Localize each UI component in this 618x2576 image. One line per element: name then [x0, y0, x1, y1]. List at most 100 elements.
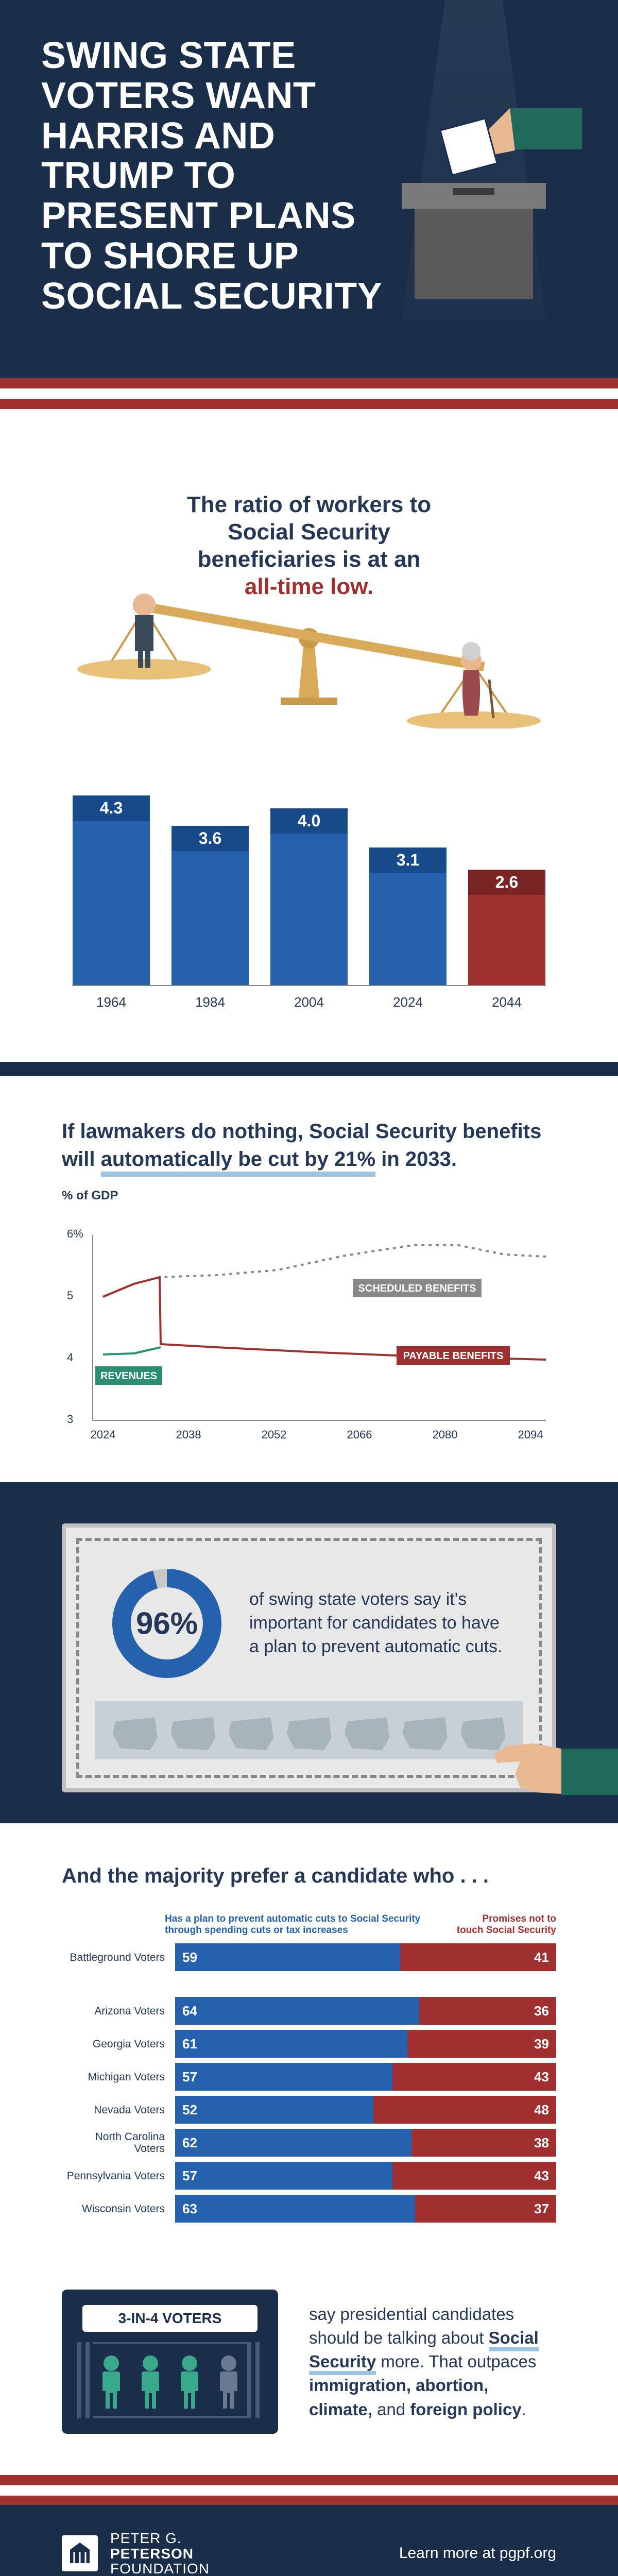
logo-icon: [62, 2535, 98, 2571]
logo-line3: FOUNDATION: [110, 2561, 210, 2576]
state-silhouette-icon: [400, 1713, 450, 1754]
three-in-four-badge: 3-IN-4 VOTERS: [62, 2290, 278, 2434]
bar-group: 3.1: [369, 848, 447, 985]
tif-lead: say presidential candidates should be ta…: [309, 2304, 514, 2347]
people-icons-row: [82, 2342, 258, 2418]
svg-text:6%: 6%: [67, 1227, 83, 1240]
scale-caption-prefix: The ratio of workers to Social Security …: [187, 492, 431, 572]
stacked-row: Michigan Voters 57 43: [62, 2063, 556, 2091]
footer-link[interactable]: Learn more at pgpf.org: [399, 2545, 556, 2562]
stacked-bar: 62 38: [175, 2129, 556, 2157]
bar-value: 4.0: [270, 808, 348, 834]
stacked-blue-segment: 52: [175, 2096, 373, 2124]
divider-stripe-white: [0, 388, 618, 399]
bar-group: 4.0: [270, 808, 348, 985]
donut-value: 96%: [136, 1606, 198, 1641]
divider-stripe-red: [0, 378, 618, 388]
stacked-header-left: Has a plan to prevent automatic cuts to …: [165, 1913, 453, 1936]
stacked-headers: Has a plan to prevent automatic cuts to …: [62, 1913, 556, 1936]
ratio-bar-chart: 4.33.64.03.12.6 19641984200420242044: [0, 759, 618, 1062]
bar-value: 3.6: [171, 826, 249, 851]
svg-text:PAYABLE BENEFITS: PAYABLE BENEFITS: [403, 1350, 504, 1362]
stacked-bar: 63 37: [175, 2195, 556, 2223]
svg-text:5: 5: [67, 1289, 73, 1302]
y-axis-label: % of GDP: [62, 1189, 118, 1203]
person-icon: [96, 2354, 126, 2411]
stacked-row-label: North Carolina Voters: [62, 2131, 165, 2155]
stacked-blue-segment: 62: [175, 2129, 411, 2157]
person-icon: [135, 2354, 165, 2411]
stacked-blue-segment: 63: [175, 2195, 415, 2223]
stacked-separator: [62, 1976, 556, 1997]
scale-section: The ratio of workers to Social Security …: [0, 409, 618, 759]
bar-category-label: 2044: [468, 994, 545, 1010]
stacked-bar-section: And the majority prefer a candidate who …: [0, 1823, 618, 2269]
stacked-bar: 57 43: [175, 2162, 556, 2190]
stacked-bar: 59 41: [175, 1943, 556, 1971]
person-icon: [214, 2354, 244, 2411]
stacked-row-label: Wisconsin Voters: [62, 2203, 165, 2215]
state-silhouette-icon: [226, 1713, 276, 1754]
logo-text: PETER G. PETERSON FOUNDATION: [110, 2531, 210, 2576]
line-title-highlight: automatically be cut by 21%: [101, 1148, 376, 1177]
state-silhouette-icon: [342, 1713, 392, 1754]
state-silhouette-icon: [284, 1713, 334, 1754]
svg-text:2094: 2094: [518, 1428, 543, 1441]
tif-end: .: [522, 2400, 526, 2419]
percent-row: 96% of swing state voters say it's impor…: [95, 1556, 523, 1690]
tablet-frame: 96% of swing state voters say it's impor…: [62, 1523, 556, 1792]
bar-category-label: 1964: [73, 994, 150, 1010]
pointing-hand-illustration: [484, 1707, 618, 1803]
bar-group: 3.6: [171, 826, 249, 985]
logo-line1: PETER G.: [110, 2531, 210, 2546]
stacked-row: Battleground Voters 59 41: [62, 1943, 556, 1971]
svg-text:REVENUES: REVENUES: [100, 1370, 157, 1382]
bar-category-label: 2024: [369, 994, 447, 1010]
stacked-rows: Arizona Voters 64 36 Georgia Voters 61 3…: [62, 1997, 556, 2223]
bar-rect: [171, 851, 249, 985]
bar-rect: [369, 873, 447, 985]
svg-text:4: 4: [67, 1351, 73, 1364]
person-icon: [175, 2354, 204, 2411]
line-chart: % of GDP 6% 5 4 3 2024 2038 2052 2066: [62, 1194, 556, 1451]
stacked-bar: 64 36: [175, 1997, 556, 2025]
stacked-header-right: Promises not to touch Social Security: [453, 1913, 556, 1936]
percent-panel-section: 96% of swing state voters say it's impor…: [0, 1482, 618, 1823]
bar-category-label: 1984: [171, 994, 249, 1010]
header-section: SWING STATE VOTERS WANT HARRIS AND TRUMP…: [0, 0, 618, 378]
stacked-red-segment: 37: [415, 2195, 556, 2223]
state-silhouette-icon: [168, 1713, 218, 1754]
stacked-row-label: Battleground Voters: [62, 1952, 165, 1963]
stacked-red-segment: 38: [411, 2129, 556, 2157]
stacked-row-label: Michigan Voters: [62, 2071, 165, 2083]
stacked-row: Arizona Voters 64 36: [62, 1997, 556, 2025]
divider-stripe-red: [0, 399, 618, 409]
stacked-red-segment: 43: [392, 2063, 556, 2091]
three-in-four-text: say presidential candidates should be ta…: [309, 2302, 556, 2421]
stacked-row-label: Pennsylvania Voters: [62, 2170, 165, 2182]
stacked-bar: 57 43: [175, 2063, 556, 2091]
divider-stripe-red: [0, 2475, 618, 2485]
stacked-row-label: Arizona Voters: [62, 2005, 165, 2017]
bar-labels: 19641984200420242044: [72, 994, 546, 1010]
stacked-bar: 61 39: [175, 2030, 556, 2058]
divider-navy: [0, 1062, 618, 1076]
ballot-box-illustration: [386, 93, 582, 301]
svg-text:2024: 2024: [91, 1428, 116, 1441]
footer-logo: PETER G. PETERSON FOUNDATION: [62, 2531, 210, 2576]
stacked-red-segment: 43: [392, 2162, 556, 2190]
stacked-blue-segment: 57: [175, 2063, 392, 2091]
percent-text: of swing state voters say it's important…: [249, 1588, 508, 1659]
stacked-row: Wisconsin Voters 63 37: [62, 2195, 556, 2223]
stacked-row-label: Nevada Voters: [62, 2104, 165, 2116]
stacked-blue-segment: 64: [175, 1997, 419, 2025]
bar-value: 3.1: [369, 848, 447, 873]
line-chart-title: If lawmakers do nothing, Social Security…: [62, 1117, 556, 1173]
bar-value: 2.6: [468, 870, 545, 895]
states-row: [95, 1701, 523, 1759]
divider-stripe-white: [0, 2485, 618, 2496]
donut-chart: 96%: [110, 1567, 224, 1680]
svg-text:2080: 2080: [433, 1428, 458, 1441]
bar-group: 4.3: [73, 795, 150, 985]
stacked-red-segment: 39: [407, 2030, 556, 2058]
